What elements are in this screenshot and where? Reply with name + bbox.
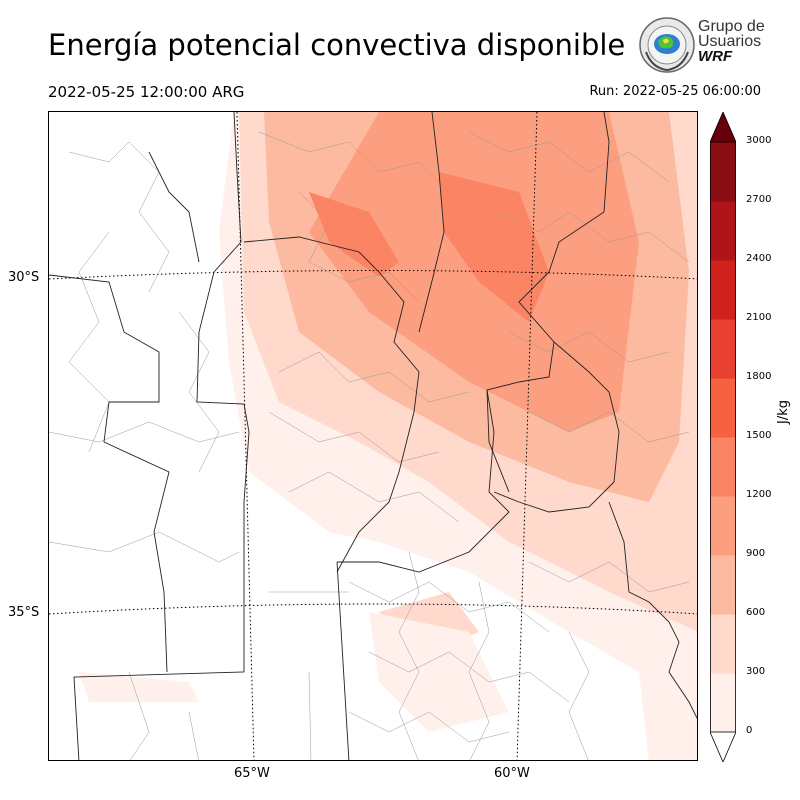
department-boundaries [49,131,690,760]
colorbar [710,112,736,762]
colorbar-segment [710,496,736,556]
colorbar-tick-label: 3000 [746,135,772,146]
colorbar-tick-label: 2400 [746,253,772,264]
cape-speckle-2 [369,612,509,732]
colorbar-tick-label: 1500 [746,430,772,441]
colorbar-segment [710,142,736,202]
globe-icon [639,17,695,73]
colorbar-segment [710,201,736,261]
lon-label-65w: 65°W [234,766,270,781]
colorbar-tick-label: 2100 [746,312,772,323]
colorbar-segment [710,260,736,320]
colorbar-segment [710,378,736,438]
colorbar-frame [710,141,736,733]
colorbar-tick-label: 0 [746,725,753,736]
colorbar-segment [710,673,736,733]
wrf-logo: Grupo de Usuarios WRF [638,16,768,76]
colorbar-tick-label: 600 [746,607,766,618]
province-boundaries [49,112,697,760]
cape-shading [79,112,697,760]
colorbar-tick-label: 300 [746,666,766,677]
cape-band-1200-1500-b [309,192,399,277]
logo-line-1: Grupo de [698,18,765,35]
colorbar-extend-max [710,112,736,143]
map-title: Energía potencial convectiva disponible [48,28,626,62]
cape-band-1200-1500 [439,172,549,322]
colorbar-segment [710,614,736,674]
lon-label-60w: 60°W [494,766,530,781]
valid-time: 2022-05-25 12:00:00 ARG [48,83,245,101]
cape-map [48,111,698,761]
colorbar-segment [710,319,736,379]
colorbar-segment [710,437,736,497]
colorbar-tick-label: 900 [746,548,766,559]
cape-speckle-3 [79,672,199,702]
colorbar-segment [710,555,736,615]
colorbar-unit: J/kg [776,400,791,424]
colorbar-extend-min [710,731,736,762]
logo-line-2: Usuarios [698,33,762,50]
colorbar-tick-label: 2700 [746,194,772,205]
lat-label-35s: 35°S [8,605,40,620]
logo-line-3: WRF [698,48,733,65]
lat-label-30s: 30°S [8,270,40,285]
colorbar-tick-label: 1800 [746,371,772,382]
colorbar-tick-label: 1200 [746,489,772,500]
run-time: Run: 2022-05-25 06:00:00 [589,84,761,99]
